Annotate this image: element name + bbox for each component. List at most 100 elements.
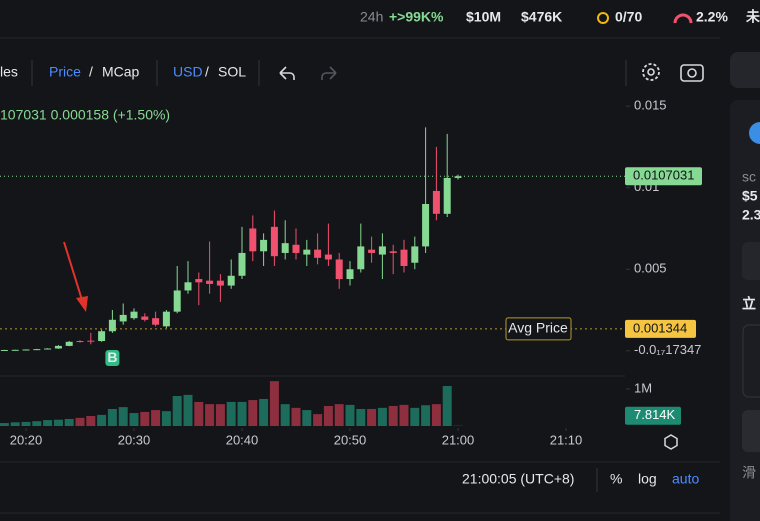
candle-body [303,249,311,255]
annotation-arrow [63,241,83,301]
candle-body [270,226,278,257]
trade-marker-label: B [107,349,117,365]
change: +>99K% [389,9,444,25]
volume-bar [64,418,74,426]
volume-bar [161,411,171,426]
candle-body [281,243,289,253]
holders: 0/70 [615,9,642,25]
volume-bar [269,381,279,426]
last-price-tag [625,167,702,186]
candle-body [11,349,19,351]
volume-bar [248,400,258,426]
candle-body [260,239,268,252]
y-tick-label: 0.015 [634,98,667,113]
side-price: $5 [742,188,758,204]
x-tick-label: 20:50 [334,432,367,447]
side-slippage: 滑 [742,465,756,481]
avg-price-tag [625,319,696,338]
candle-body [0,349,8,351]
candle-body [108,319,116,332]
volume-bar [226,401,236,426]
candle-body [400,249,408,266]
side-input[interactable] [742,324,760,398]
volume-bar [421,405,431,426]
volume-bar [388,406,398,426]
volume-bar [10,422,20,426]
candle-body [98,331,106,342]
volume-bar [345,404,355,426]
side-button[interactable] [742,242,760,280]
volume-bar [291,407,301,426]
candle-body [87,340,95,342]
settings-icon[interactable] [664,434,678,450]
volume-bar [172,396,182,426]
auto-toggle[interactable]: auto [672,471,699,487]
candle-body [357,246,365,270]
side-buy[interactable]: 立 [742,296,756,312]
volume-bar [367,408,377,426]
side-name: sc [742,169,756,185]
toolbar-item[interactable]: les [0,64,18,80]
volume-bar [356,408,366,426]
volume-bar [86,416,96,426]
candle-body [335,259,343,280]
candle-body [378,246,386,255]
volume-bar [118,407,128,426]
avg-price-label: Avg Price [508,320,568,336]
undo-icon[interactable] [279,66,295,80]
x-tick-label: 20:40 [226,432,259,447]
camera-lens [687,68,697,78]
volume-bar [107,408,117,426]
x-tick-label: 21:00 [442,432,475,447]
candle-body [184,282,192,291]
risk-icon [673,13,693,24]
mcap-toggle[interactable]: MCap [102,64,140,80]
volume-tag [625,406,681,425]
avg-price-tag-label: 0.001344 [633,320,687,335]
candle-body [216,280,224,286]
settings-icon[interactable] [642,63,660,81]
volume-bar [43,420,53,426]
sol-toggle[interactable]: SOL [218,64,246,80]
percent-toggle[interactable]: % [610,471,622,487]
candle-body [432,190,440,214]
volume-bar [194,401,204,426]
annotation-arrow-head [76,296,88,312]
side-amount: 2.3 [742,207,760,223]
more[interactable]: 未 [746,9,760,25]
camera-icon[interactable] [680,64,704,82]
candle-body [454,176,462,178]
candle-body [422,204,430,247]
candle-body [152,318,160,325]
volume-tag-label: 7.814K [634,407,676,422]
candle-body [238,252,246,276]
volume-bar [97,414,107,426]
period: 24h [360,9,383,25]
volume-bar [129,413,139,426]
y-tick-label: -0.0₁₇17347 [634,342,701,357]
volume-bar [237,401,247,426]
avg-price-box [505,317,572,341]
usd-toggle[interactable]: USD [173,64,203,80]
separator: / [205,64,209,80]
redo-icon[interactable] [321,66,337,80]
volume-bar [21,421,31,426]
token-icon [749,122,760,144]
candle-body [206,280,214,284]
candle-body [195,279,203,283]
log-toggle[interactable]: log [638,471,657,487]
volume-24h: $476K [521,9,562,25]
volume-bar [280,404,290,426]
price-toggle[interactable]: Price [49,64,81,80]
candle-body [346,269,354,280]
side-button[interactable] [742,410,760,452]
candle-body [54,345,62,349]
volume-bar [399,404,409,426]
side-tab[interactable] [730,52,760,88]
volume-bar [215,404,225,426]
volume-bar [442,386,452,426]
separator: / [89,64,93,80]
